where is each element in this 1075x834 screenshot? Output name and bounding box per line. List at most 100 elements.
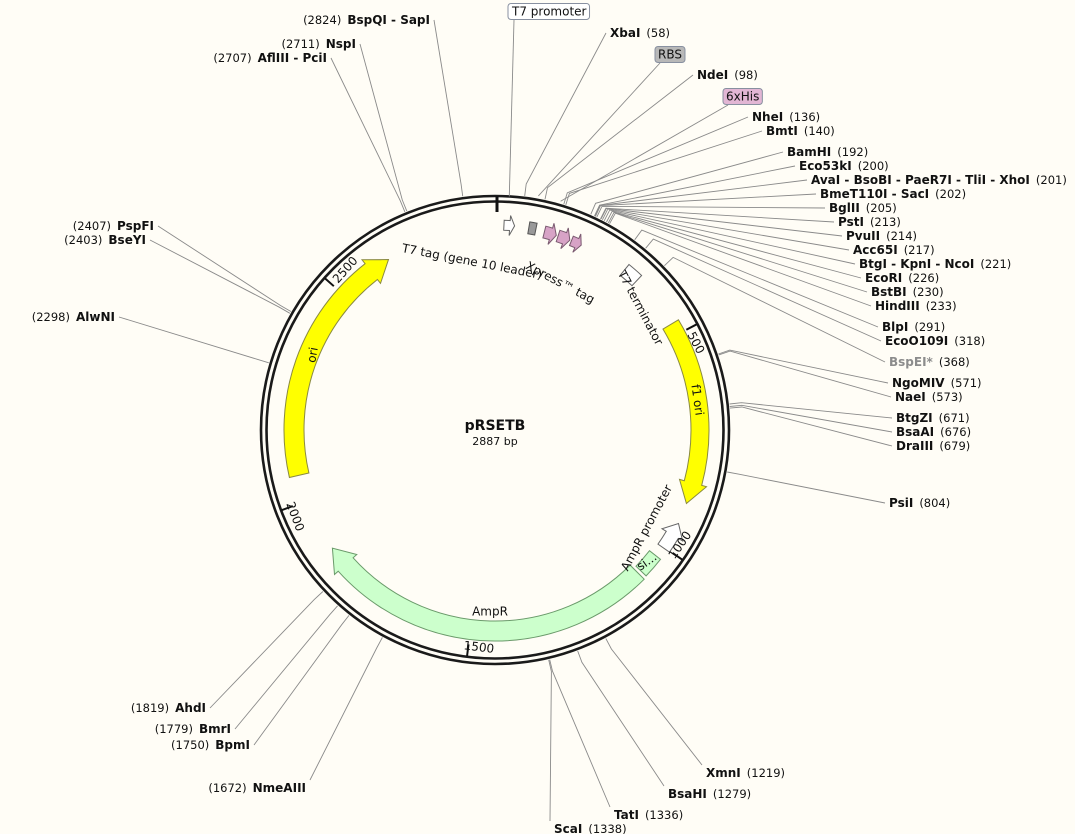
tick-mark bbox=[672, 552, 684, 561]
site-name: BpmI bbox=[215, 738, 250, 752]
feature-shape bbox=[555, 227, 571, 249]
site-position: (230) bbox=[913, 285, 944, 299]
site-name: NdeI bbox=[697, 68, 728, 82]
site-label: EcoRI (226) bbox=[865, 271, 939, 285]
site-position: (233) bbox=[926, 299, 957, 313]
site-leader bbox=[594, 165, 796, 217]
feature-leader bbox=[560, 104, 729, 202]
feature-label: AmpR bbox=[472, 605, 508, 619]
site-position: (679) bbox=[939, 439, 970, 453]
site-name: BspEI* bbox=[889, 355, 934, 369]
site-position: (221) bbox=[980, 257, 1011, 271]
site-position: (136) bbox=[789, 110, 820, 124]
site-leader bbox=[524, 32, 607, 196]
site-label: BtgZI (671) bbox=[896, 411, 970, 425]
site-label: BtgI - KpnI - NcoI (221) bbox=[859, 257, 1011, 271]
site-leader bbox=[118, 316, 269, 364]
site-position: (1338) bbox=[588, 822, 626, 834]
site-leader bbox=[634, 229, 879, 328]
site-leader bbox=[607, 211, 868, 293]
site-label: EcoO109I (318) bbox=[885, 334, 985, 348]
site-label: NgoMIV (571) bbox=[892, 376, 982, 390]
site-label: AvaI - BsoBI - PaeR7I - TliI - XhoI (201) bbox=[811, 173, 1067, 187]
site-name: NspI bbox=[326, 37, 356, 51]
feature-shape bbox=[283, 258, 390, 479]
site-name: NgoMIV bbox=[892, 376, 945, 390]
site-position: (1779) bbox=[155, 722, 193, 736]
tick-label: 2000 bbox=[283, 500, 307, 534]
site-position: (1279) bbox=[713, 787, 751, 801]
site-leader bbox=[600, 207, 835, 223]
tick-mark bbox=[324, 277, 335, 287]
site-name: BglII bbox=[829, 201, 860, 215]
site-leader bbox=[601, 208, 850, 251]
site-label: BglII (205) bbox=[829, 201, 897, 215]
site-position: (671) bbox=[939, 411, 970, 425]
site-label: (2707) AflIII - PciI bbox=[213, 51, 327, 65]
site-position: (2707) bbox=[213, 51, 251, 65]
site-label: (2824) BspQI - SapI bbox=[303, 13, 430, 27]
site-label: NdeI (98) bbox=[697, 68, 758, 82]
site-position: (214) bbox=[886, 229, 917, 243]
site-name: ScaI bbox=[554, 822, 582, 834]
site-label: BamHI (192) bbox=[787, 145, 868, 159]
site-position: (213) bbox=[870, 215, 901, 229]
feature-label-box bbox=[507, 3, 591, 20]
site-leader bbox=[600, 207, 843, 237]
site-name: AhdI bbox=[175, 701, 206, 715]
site-leader bbox=[664, 256, 886, 363]
site-position: (205) bbox=[866, 201, 897, 215]
site-name: BspQI - SapI bbox=[347, 13, 430, 27]
site-label: PsiI (804) bbox=[889, 496, 950, 510]
site-name: BseYI bbox=[108, 233, 146, 247]
site-position: (217) bbox=[904, 243, 935, 257]
site-name: BstBI bbox=[871, 285, 907, 299]
site-leader bbox=[645, 238, 882, 342]
site-label: (2407) PspFI bbox=[73, 219, 154, 233]
plasmid-name: pRSETB bbox=[465, 418, 526, 434]
feature-shape bbox=[657, 522, 684, 553]
site-leader bbox=[330, 57, 406, 213]
site-leader bbox=[594, 193, 817, 217]
site-name: BmrI bbox=[199, 722, 231, 736]
site-name: BtgZI bbox=[896, 411, 933, 425]
site-name: DraIII bbox=[896, 439, 933, 453]
site-position: (140) bbox=[804, 124, 835, 138]
site-leader bbox=[309, 637, 383, 781]
site-name: AlwNI bbox=[76, 310, 115, 324]
site-label: PvuII (214) bbox=[846, 229, 917, 243]
feature-leader bbox=[508, 19, 515, 197]
site-name: BsaHI bbox=[668, 787, 707, 801]
site-leader bbox=[729, 404, 893, 433]
feature-label: f1 ori bbox=[688, 383, 706, 416]
site-position: (202) bbox=[935, 187, 966, 201]
site-position: (291) bbox=[914, 320, 945, 334]
tick-label: 1500 bbox=[463, 638, 495, 656]
feature-label: T7 promoter bbox=[511, 5, 587, 19]
site-label: (1779) BmrI bbox=[155, 722, 231, 736]
site-leader bbox=[433, 19, 464, 197]
site-label: HindIII (233) bbox=[875, 299, 957, 313]
site-label: XmnI (1219) bbox=[706, 766, 785, 780]
site-label: (1750) BpmI bbox=[171, 738, 250, 752]
site-position: (58) bbox=[646, 26, 670, 40]
site-leader bbox=[605, 638, 703, 766]
feature-label: 6xHis bbox=[726, 90, 759, 104]
site-label: TatI (1336) bbox=[614, 808, 683, 822]
site-leader bbox=[606, 210, 862, 279]
site-name: BmtI bbox=[766, 124, 798, 138]
site-leader bbox=[209, 591, 324, 709]
site-label: (1819) AhdI bbox=[131, 701, 206, 715]
site-name: PspFI bbox=[117, 219, 154, 233]
feature-leader bbox=[538, 62, 661, 197]
site-leader bbox=[577, 650, 665, 787]
site-position: (2824) bbox=[303, 13, 341, 27]
tick-mark bbox=[685, 323, 698, 331]
site-label: BsaHI (1279) bbox=[668, 787, 751, 801]
feature-shape bbox=[331, 547, 645, 642]
site-leader bbox=[253, 615, 350, 746]
site-name: BlpI bbox=[882, 320, 908, 334]
site-leader bbox=[590, 151, 784, 215]
site-leader bbox=[563, 116, 749, 205]
